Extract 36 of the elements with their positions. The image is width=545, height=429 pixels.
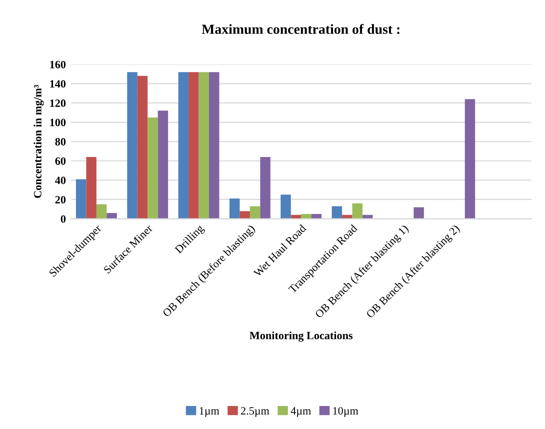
bar (178, 72, 189, 219)
y-tick-label: 100 (50, 118, 66, 126)
legend-label: 2.5µm (241, 407, 270, 417)
y-axis-title: Concentration in mg/m³ (34, 84, 44, 198)
y-tick-label: 160 (50, 60, 66, 68)
bar (260, 157, 270, 219)
bar (414, 207, 424, 219)
bar (198, 72, 210, 219)
bar (229, 198, 240, 219)
bar (209, 72, 220, 219)
bar (148, 117, 158, 219)
bar (464, 99, 476, 219)
bar (280, 194, 291, 219)
y-tick-label: 60 (55, 157, 66, 165)
y-tick-label: 140 (50, 80, 66, 88)
bar (86, 157, 96, 219)
bar (352, 203, 363, 219)
bar (127, 72, 138, 219)
y-tick-label: 120 (50, 99, 66, 107)
x-axis-title: Monitoring Locations (250, 331, 353, 342)
bar (250, 206, 260, 219)
legend-label: 10µm (333, 407, 358, 417)
bar (188, 72, 199, 219)
legend-label: 4µm (290, 407, 311, 417)
chart-title: Maximum concentration of dust : (202, 24, 400, 34)
bar (240, 211, 250, 219)
y-tick-label: 40 (55, 176, 66, 184)
y-tick-label: 0 (60, 215, 66, 223)
legend-label: 1µm (200, 407, 220, 417)
y-tick-label: 20 (55, 196, 66, 204)
bar (332, 206, 342, 219)
bar (158, 110, 168, 219)
bar (76, 179, 86, 219)
bar (137, 76, 148, 219)
y-tick-label: 80 (55, 138, 66, 146)
bar (96, 204, 107, 219)
